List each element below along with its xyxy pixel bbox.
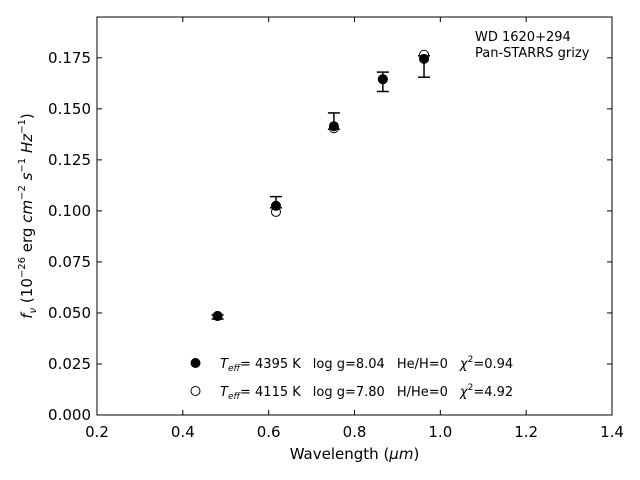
y-tick-label: 0.025 [48,355,91,373]
x-tick-label: 0.6 [257,423,281,441]
y-tick-label: 0.175 [48,49,91,67]
y-tick-label: 0.100 [48,202,91,220]
annotation: WD 1620+294 Pan-STARRS grizy [475,30,590,61]
y-axis-label: fν (10−26 erg cm−2 s−1 Hz−1) [17,113,39,318]
y-tick-label: 0.150 [48,100,91,118]
model-point-filled [328,121,339,132]
x-tick-label: 1.2 [514,423,538,441]
x-tick-label: 1.0 [428,423,452,441]
x-tick-label: 0.2 [85,423,109,441]
legend-marker-filled [190,358,201,368]
y-tick-label: 0.050 [48,304,91,322]
y-tick-label: 0.125 [48,151,91,169]
legend-logg-1: log g=8.04 [313,357,385,372]
plot-frame [96,16,613,416]
annotation-line-1: WD 1620+294 [475,30,571,45]
model-point-filled [419,53,430,64]
data-layer [211,49,431,322]
legend-logg-2: log g=7.80 [313,385,385,400]
model-point-filled [377,74,388,85]
x-tick-label: 0.8 [343,423,367,441]
legend-comp-2: H/He=0 [397,385,448,400]
annotation-line-2: Pan-STARRS grizy [475,46,590,61]
y-tick-label: 0.075 [48,253,91,271]
model-point-filled [270,200,281,211]
legend-chi2-1: =0.94 [473,357,513,372]
legend-chi2-2: =4.92 [473,385,513,400]
x-axis-label: Wavelength (μm) [290,445,420,463]
legend-teff-2: 4115 K [255,385,301,400]
ticks-layer: 0.2 0.4 0.6 0.8 1.0 1.2 1.4 0.000 0.025 0.050 0.07… [48,17,624,441]
model-point-filled [212,311,223,322]
legend-teff-1: 4395 K [255,357,301,372]
legend-marker-open [190,386,201,396]
y-tick-label: 0.000 [48,406,91,424]
x-tick-label: 0.4 [171,423,195,441]
x-tick-label: 1.4 [600,423,624,441]
legend-comp-1: He/H=0 [397,357,448,372]
